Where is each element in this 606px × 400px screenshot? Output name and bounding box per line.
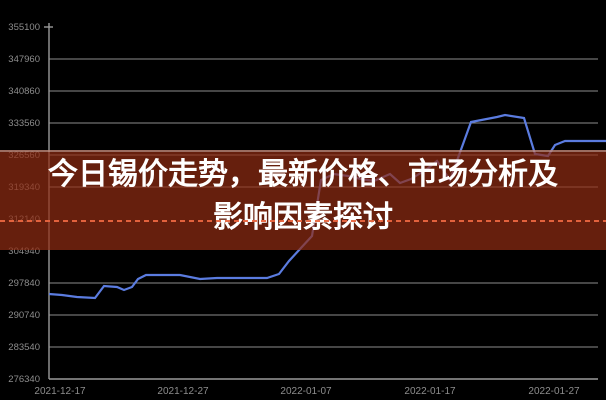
svg-text:2022-01-17: 2022-01-17 — [404, 386, 456, 397]
svg-text:283540: 283540 — [8, 342, 40, 353]
svg-text:2021-12-27: 2021-12-27 — [157, 386, 209, 397]
svg-text:276340: 276340 — [8, 374, 40, 385]
svg-text:340860: 340860 — [8, 86, 40, 97]
svg-text:333560: 333560 — [8, 118, 40, 129]
svg-text:290740: 290740 — [8, 310, 40, 321]
svg-text:347960: 347960 — [8, 54, 40, 65]
svg-text:2022-01-07: 2022-01-07 — [280, 386, 332, 397]
svg-text:2022-01-27: 2022-01-27 — [528, 386, 580, 397]
svg-text:297840: 297840 — [8, 278, 40, 289]
svg-text:355100: 355100 — [8, 22, 40, 33]
svg-text:2021-12-17: 2021-12-17 — [34, 386, 86, 397]
